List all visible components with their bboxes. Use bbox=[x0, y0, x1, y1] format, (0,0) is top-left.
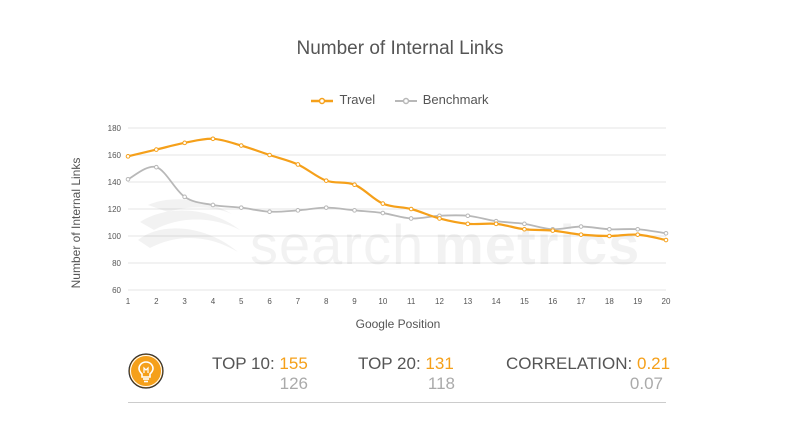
data-point-benchmark[interactable] bbox=[125, 177, 131, 182]
data-point-travel[interactable] bbox=[437, 216, 442, 221]
stat-top20-bench: 118 bbox=[427, 374, 455, 393]
x-tick-label: 6 bbox=[267, 297, 272, 306]
data-point-benchmark[interactable] bbox=[295, 208, 301, 213]
data-point-benchmark[interactable] bbox=[352, 208, 357, 213]
y-tick-label: 80 bbox=[112, 259, 121, 268]
x-tick-label: 9 bbox=[352, 297, 357, 306]
y-tick-label: 120 bbox=[108, 205, 122, 214]
series bbox=[125, 136, 669, 243]
stat-top10-value: 155 bbox=[279, 354, 308, 373]
y-tick-label: 180 bbox=[108, 124, 122, 133]
legend-label-benchmark: Benchmark bbox=[422, 92, 489, 108]
x-tick-label: 13 bbox=[463, 297, 472, 306]
x-tick-label: 18 bbox=[605, 297, 614, 306]
x-tick-label: 19 bbox=[633, 297, 642, 306]
x-tick-label: 14 bbox=[492, 297, 501, 306]
x-tick-label: 4 bbox=[211, 297, 216, 306]
x-tick-label: 1 bbox=[126, 297, 131, 306]
stat-top20: TOP 20: 131 118 bbox=[358, 354, 455, 393]
x-tick-label: 7 bbox=[296, 297, 301, 306]
stats-divider bbox=[128, 402, 666, 403]
stat-top20-label: TOP 20: bbox=[358, 354, 421, 373]
stat-top10-label: TOP 10: bbox=[212, 354, 275, 373]
stat-top10: TOP 10: 155 126 bbox=[212, 354, 308, 393]
stat-correlation-bench: 0.07 bbox=[629, 374, 663, 393]
data-point-benchmark[interactable] bbox=[522, 221, 527, 227]
data-point-travel[interactable] bbox=[663, 237, 669, 243]
data-point-travel[interactable] bbox=[380, 201, 386, 206]
data-point-benchmark[interactable] bbox=[635, 226, 640, 232]
x-tick-label: 16 bbox=[548, 297, 557, 306]
data-point-travel[interactable] bbox=[465, 221, 471, 227]
data-point-travel[interactable] bbox=[323, 178, 329, 183]
legend-label-travel: Travel bbox=[339, 92, 376, 108]
data-point-travel[interactable] bbox=[267, 152, 272, 158]
series-line-travel bbox=[127, 137, 667, 242]
stat-correlation-label: CORRELATION: bbox=[506, 354, 633, 373]
data-point-benchmark[interactable] bbox=[323, 205, 329, 210]
data-point-benchmark[interactable] bbox=[154, 164, 159, 170]
legend-swatch-benchmark bbox=[394, 97, 417, 104]
y-tick-label: 160 bbox=[108, 151, 122, 160]
data-point-travel[interactable] bbox=[182, 140, 187, 146]
gridlines bbox=[128, 127, 666, 291]
legend-swatch-travel bbox=[311, 97, 334, 104]
data-point-travel[interactable] bbox=[522, 226, 527, 232]
stat-top20-value: 131 bbox=[425, 354, 454, 373]
data-point-travel[interactable] bbox=[493, 221, 499, 227]
data-point-benchmark[interactable] bbox=[578, 224, 584, 229]
x-tick-label: 17 bbox=[577, 297, 586, 306]
data-point-travel[interactable] bbox=[210, 136, 216, 142]
lightbulb-icon bbox=[128, 353, 164, 389]
data-point-travel[interactable] bbox=[238, 143, 244, 148]
y-tick-label: 60 bbox=[112, 286, 121, 295]
x-tick-label: 12 bbox=[435, 297, 444, 306]
y-tick-label: 100 bbox=[108, 232, 122, 241]
legend-item-travel[interactable]: Travel bbox=[311, 92, 375, 107]
x-tick-label: 11 bbox=[407, 297, 416, 306]
data-point-travel[interactable] bbox=[352, 182, 357, 187]
data-point-benchmark[interactable] bbox=[607, 226, 612, 232]
legend-item-benchmark[interactable]: Benchmark bbox=[394, 92, 489, 108]
stat-correlation: CORRELATION: 0.21 0.07 bbox=[506, 354, 670, 393]
data-point-travel[interactable] bbox=[125, 154, 131, 159]
x-tick-label: 8 bbox=[324, 297, 329, 306]
data-point-travel[interactable] bbox=[295, 162, 301, 167]
x-tick-label: 5 bbox=[239, 297, 244, 306]
x-tick-label: 2 bbox=[154, 297, 159, 306]
svg-text:search: search bbox=[250, 213, 424, 276]
series-line-benchmark bbox=[127, 165, 667, 235]
stat-correlation-value: 0.21 bbox=[637, 354, 671, 373]
x-tick-label: 10 bbox=[378, 297, 387, 306]
data-point-benchmark[interactable] bbox=[182, 194, 187, 200]
chart-title: Number of Internal Links bbox=[296, 38, 504, 59]
data-point-benchmark[interactable] bbox=[663, 231, 669, 236]
y-axis-label: Number of Internal Links bbox=[69, 157, 83, 289]
data-point-travel[interactable] bbox=[578, 232, 584, 237]
y-tick-label: 140 bbox=[108, 178, 122, 187]
data-point-benchmark[interactable] bbox=[210, 202, 216, 208]
data-point-travel[interactable] bbox=[607, 233, 612, 239]
data-point-travel[interactable] bbox=[550, 228, 556, 233]
data-point-benchmark[interactable] bbox=[238, 205, 244, 210]
data-point-travel[interactable] bbox=[408, 206, 414, 212]
data-point-benchmark[interactable] bbox=[408, 216, 414, 221]
chart-legend: Travel Benchmark bbox=[0, 91, 800, 107]
data-point-benchmark[interactable] bbox=[267, 209, 272, 214]
x-axis-label: Google Position bbox=[355, 317, 441, 331]
x-tick-label: 20 bbox=[662, 297, 671, 306]
data-point-travel[interactable] bbox=[635, 232, 640, 237]
x-tick-label: 15 bbox=[520, 297, 529, 306]
stat-top10-bench: 126 bbox=[279, 374, 308, 393]
data-point-benchmark[interactable] bbox=[380, 210, 386, 216]
stats-bar: TOP 10: 155 126 TOP 20: 131 118 CORRELAT… bbox=[128, 345, 670, 400]
data-point-benchmark[interactable] bbox=[465, 213, 471, 219]
data-point-travel[interactable] bbox=[154, 147, 159, 152]
watermark-logo: search metrics bbox=[138, 199, 639, 276]
x-tick-label: 3 bbox=[182, 297, 187, 306]
